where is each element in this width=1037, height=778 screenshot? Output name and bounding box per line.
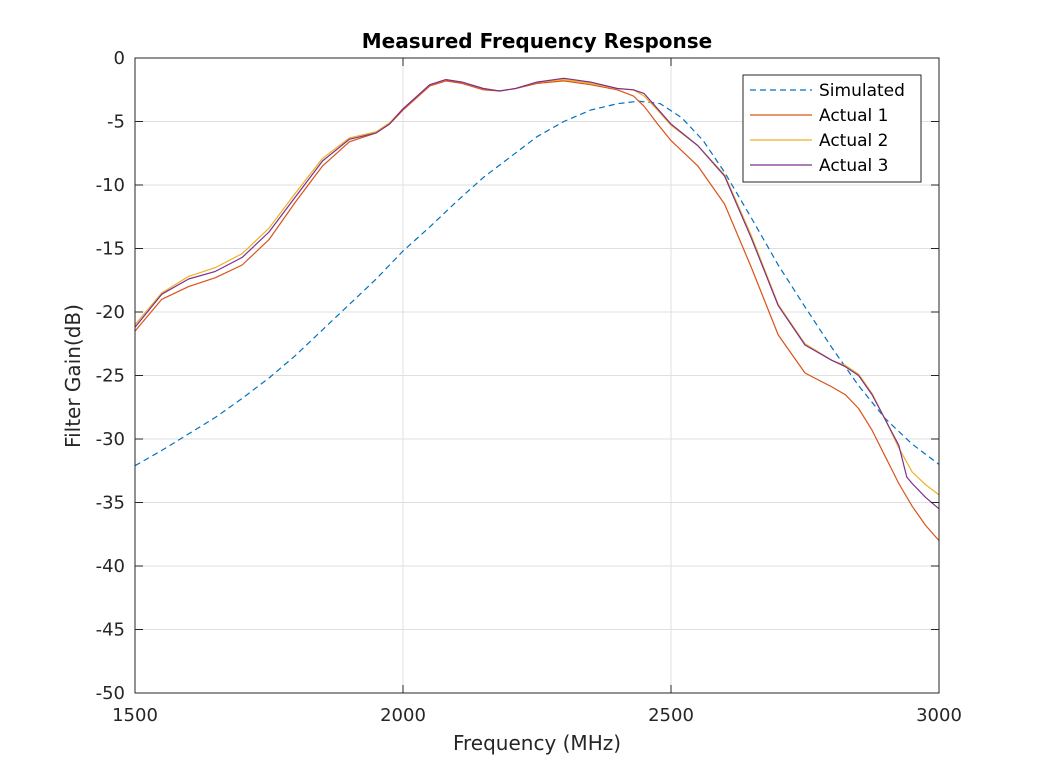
legend-box <box>742 74 922 183</box>
y-tick-label: -45 <box>96 620 125 641</box>
y-tick-label: -50 <box>96 683 125 704</box>
y-tick-label: -35 <box>96 493 125 514</box>
series-layer <box>134 77 940 541</box>
legend-label: Actual 3 <box>819 156 888 176</box>
series-line-actual-2 <box>134 78 940 496</box>
legend: Simulated Actual 1 Actual 2 Actual 3 <box>742 74 922 183</box>
y-axis-title: Filter Gain(dB) <box>61 304 85 448</box>
y-tick-label: -30 <box>96 429 125 450</box>
x-tick-label: 2500 <box>648 705 694 726</box>
axis-ticks: 1500 2000 2500 3000 0 -5 -10 -15 -20 -25 -30 -35 -40… <box>96 48 962 726</box>
chart-title: Measured Frequency Response <box>362 29 712 53</box>
x-tick-label: 3000 <box>916 705 962 726</box>
y-tick-label: -25 <box>96 366 125 387</box>
series-line-simulated <box>134 100 940 467</box>
x-tick-label: 1500 <box>112 705 158 726</box>
y-tick-label: -20 <box>96 302 125 323</box>
series-line-actual-1 <box>134 80 940 541</box>
legend-label: Actual 1 <box>819 106 888 126</box>
series-line-actual-3 <box>134 77 940 510</box>
legend-label: Actual 2 <box>819 131 888 151</box>
y-tick-label: -40 <box>96 556 125 577</box>
x-axis-title: Frequency (MHz) <box>453 731 621 755</box>
y-tick-label: -5 <box>107 112 125 133</box>
y-tick-label: -15 <box>96 239 125 260</box>
y-tick-label: -10 <box>96 175 125 196</box>
y-tick-label: 0 <box>114 48 125 69</box>
x-tick-label: 2000 <box>380 705 426 726</box>
legend-label: Simulated <box>819 81 905 101</box>
